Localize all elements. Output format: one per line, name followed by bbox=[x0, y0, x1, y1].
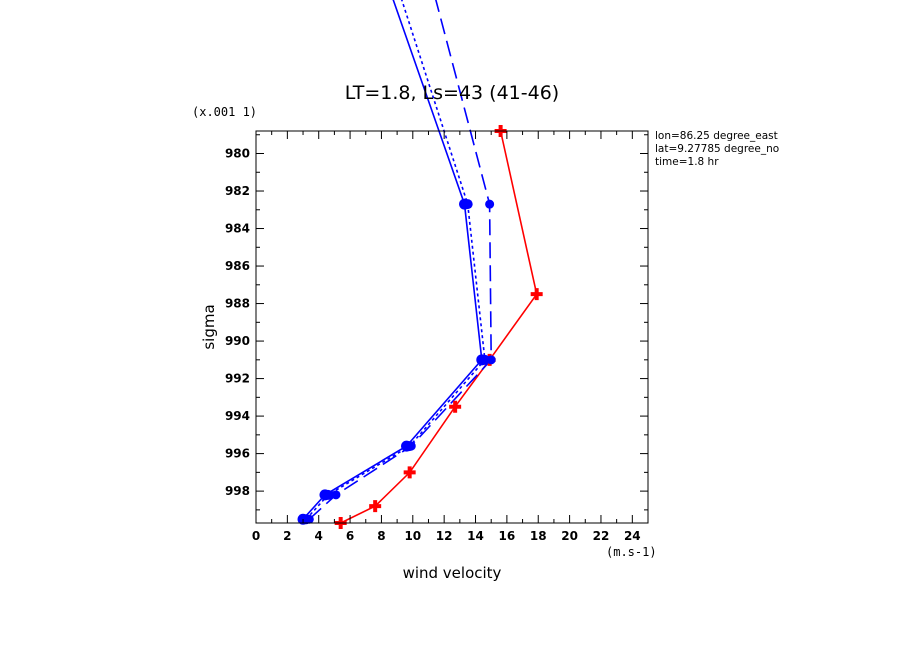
data-point-dot bbox=[486, 355, 496, 365]
y-tick-label: 994 bbox=[225, 409, 250, 423]
data-point-dot bbox=[323, 489, 334, 500]
data-point-dot bbox=[331, 490, 341, 500]
x-tick-label: 20 bbox=[561, 529, 578, 543]
x-tick-label: 24 bbox=[624, 529, 641, 543]
data-point-dot bbox=[479, 354, 490, 365]
series-line-1 bbox=[340, 130, 538, 523]
x-axis-label: wind velocity bbox=[403, 564, 502, 582]
y-unit-label: (x.001 1) bbox=[192, 105, 257, 119]
x-tick-label: 18 bbox=[530, 529, 547, 543]
series-layer bbox=[302, 0, 538, 523]
series-line-2 bbox=[302, 0, 483, 520]
info-lat: lat=9.27785 degree_north bbox=[655, 143, 794, 155]
x-tick-label: 6 bbox=[346, 529, 354, 543]
data-point-cross bbox=[403, 466, 416, 479]
y-tick-label: 996 bbox=[225, 447, 250, 461]
y-tick-label: 992 bbox=[225, 372, 250, 386]
x-tick-label: 14 bbox=[467, 529, 484, 543]
x-tick-label: 4 bbox=[315, 529, 323, 543]
x-unit-label: (m.s-1) bbox=[606, 545, 657, 559]
data-point-dot bbox=[462, 199, 473, 210]
y-tick-label: 984 bbox=[225, 222, 250, 236]
y-tick-label: 980 bbox=[225, 147, 250, 161]
x-tick-label: 10 bbox=[404, 529, 421, 543]
y-tick-label: 982 bbox=[225, 184, 250, 198]
y-axis-label: sigma bbox=[200, 304, 218, 349]
x-tick-label: 12 bbox=[436, 529, 453, 543]
chart-title: LT=1.8, Ls=43 (41-46) bbox=[345, 82, 559, 104]
data-point-dot bbox=[406, 441, 416, 451]
data-point-dot bbox=[485, 199, 495, 209]
x-tick-label: 22 bbox=[593, 529, 610, 543]
x-tick-label: 8 bbox=[377, 529, 385, 543]
y-tick-label: 986 bbox=[225, 259, 250, 273]
marker-layer bbox=[297, 125, 543, 529]
plot-frame bbox=[255, 130, 649, 524]
y-tick-label: 988 bbox=[225, 297, 250, 311]
data-point-cross bbox=[369, 500, 382, 513]
y-axis: 980 982 984 986 988 990 992 994 996 998 bbox=[225, 134, 648, 511]
x-tick-label: 0 bbox=[252, 529, 260, 543]
x-axis: 0 2 4 6 8 10 12 14 16 18 20 22 24 bbox=[252, 131, 649, 543]
data-point-cross bbox=[449, 400, 462, 413]
series-line-4 bbox=[308, 0, 493, 520]
info-lon: lon=86.25 degree_east bbox=[655, 130, 778, 142]
info-time: time=1.8 hr bbox=[655, 156, 719, 168]
data-point-cross bbox=[530, 288, 543, 301]
x-tick-label: 16 bbox=[499, 529, 516, 543]
info-crop bbox=[780, 128, 904, 172]
y-tick-label: 990 bbox=[225, 334, 250, 348]
data-point-dot bbox=[304, 514, 314, 524]
series-line-3 bbox=[305, 0, 486, 520]
y-tick-label: 998 bbox=[225, 484, 250, 498]
x-tick-label: 2 bbox=[283, 529, 291, 543]
